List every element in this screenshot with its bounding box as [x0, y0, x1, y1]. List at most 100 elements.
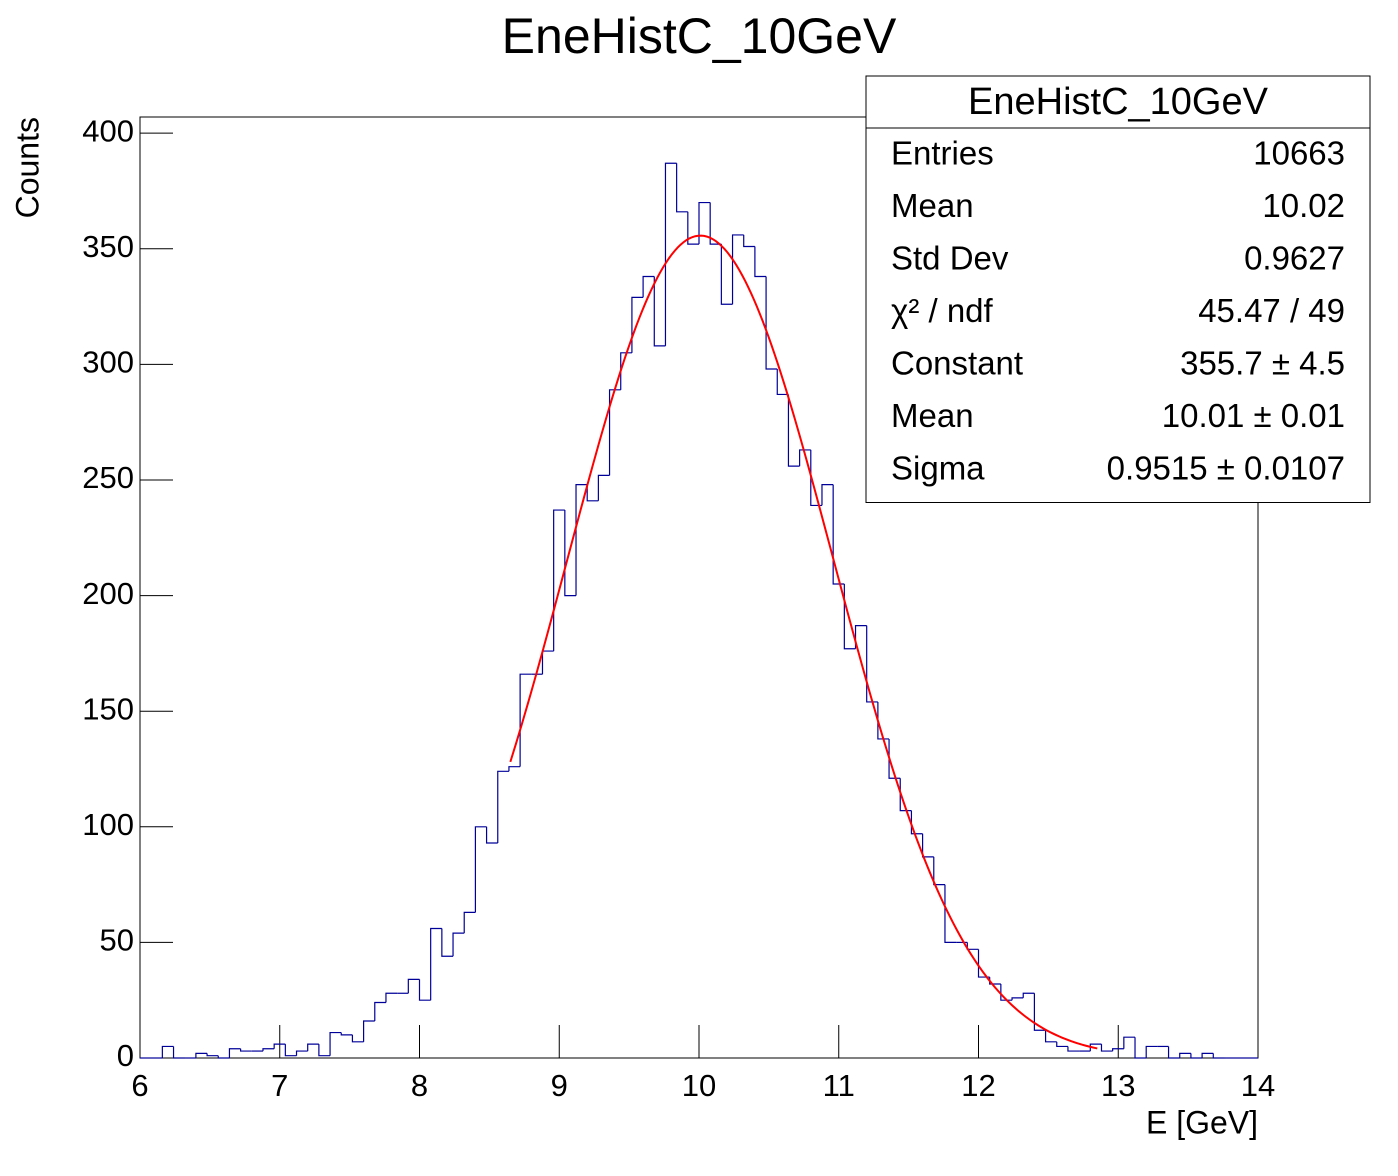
stats-value: 45.47 / 49 — [1198, 292, 1345, 329]
y-tick-label: 150 — [82, 691, 134, 726]
stats-label: Sigma — [891, 450, 985, 487]
chart-title: EneHistC_10GeV — [502, 8, 897, 64]
histogram-bin — [474, 826, 487, 913]
x-axis-label: E [GeV] — [1146, 1104, 1258, 1140]
histogram-bin — [351, 1034, 364, 1043]
histogram-bin — [206, 1053, 219, 1057]
histogram-bin — [676, 163, 688, 213]
histogram-bin — [564, 510, 577, 597]
stats-value: 10663 — [1253, 135, 1345, 172]
histogram-bin — [1123, 1036, 1136, 1049]
histogram-bin — [485, 826, 498, 844]
histogram-bin — [363, 1020, 375, 1042]
histogram-bin — [933, 856, 945, 886]
histogram-bin — [329, 1031, 342, 1056]
histogram-bin — [754, 246, 767, 278]
histogram-bin — [284, 1044, 297, 1057]
histogram-bin — [273, 1043, 286, 1049]
histogram-bin — [418, 979, 431, 1001]
histogram-bin — [553, 509, 565, 652]
histogram-bin — [374, 1001, 386, 1022]
histogram-bin — [340, 1032, 353, 1036]
histogram-bin — [508, 766, 521, 772]
fit-curve — [509, 234, 1098, 1050]
y-tick-label: 350 — [82, 229, 134, 264]
histogram-bin — [866, 625, 878, 703]
stats-label: Mean — [891, 187, 974, 224]
stats-title: EneHistC_10GeV — [968, 81, 1269, 123]
histogram-bin — [843, 584, 856, 650]
histogram-bin — [731, 234, 744, 305]
x-tick-label: 6 — [131, 1068, 148, 1103]
histogram-bin — [307, 1043, 319, 1052]
stats-box — [865, 75, 1371, 503]
y-axis-label: Counts — [9, 117, 45, 218]
histogram-bin — [720, 244, 733, 305]
histogram-bin — [653, 276, 666, 347]
histogram-bin — [877, 701, 890, 740]
stats-label: Mean — [891, 397, 974, 434]
histogram-bin — [262, 1048, 275, 1052]
histogram-bin — [1201, 1052, 1214, 1058]
histogram-bin — [1145, 1045, 1158, 1058]
y-tick-label: 400 — [82, 113, 134, 148]
histogram-bin — [664, 162, 677, 346]
histogram-bin — [1179, 1052, 1191, 1058]
x-tick-label: 12 — [961, 1068, 995, 1103]
histogram-bin — [687, 211, 699, 245]
histogram-bin — [1089, 1043, 1102, 1052]
stats-label: Entries — [891, 135, 994, 172]
histogram-bin — [1022, 992, 1035, 998]
histogram-bin — [195, 1052, 208, 1058]
x-tick-label: 10 — [682, 1068, 716, 1103]
stats-value: 0.9515 ± 0.0107 — [1107, 450, 1345, 487]
histogram-bin — [1000, 984, 1013, 1001]
y-tick-label: 0 — [117, 1038, 134, 1073]
histogram-bin — [385, 992, 398, 1003]
histogram-bin — [620, 352, 632, 390]
histogram-bin — [452, 932, 465, 957]
stats-value: 0.9627 — [1244, 240, 1345, 277]
histogram-bin — [910, 810, 923, 835]
histogram-bin — [765, 276, 778, 370]
histogram-bin — [217, 1055, 230, 1059]
histogram-bin — [631, 296, 644, 353]
histogram-bin — [575, 484, 588, 596]
histogram-bin — [1112, 1048, 1124, 1052]
histogram-bin — [586, 484, 599, 502]
histogram-bin — [497, 770, 509, 843]
histogram-bin — [608, 389, 621, 476]
histogram-bin — [228, 1048, 241, 1058]
histogram-bin — [799, 449, 811, 467]
stats-label: Constant — [891, 345, 1023, 382]
x-tick-label: 11 — [823, 1068, 855, 1103]
x-tick-label: 14 — [1241, 1068, 1275, 1103]
histogram-bin — [1212, 1053, 1225, 1059]
histogram-bin — [944, 884, 957, 943]
histogram-bin — [597, 474, 610, 501]
histogram-bin — [161, 1045, 174, 1058]
x-tick-label: 9 — [551, 1068, 568, 1103]
stats-label: Std Dev — [891, 240, 1009, 277]
x-tick-label: 7 — [271, 1068, 288, 1103]
histogram-bin — [709, 202, 722, 245]
y-tick-label: 100 — [82, 807, 134, 842]
y-tick-label: 50 — [100, 923, 134, 958]
x-tick-label: 8 — [411, 1068, 428, 1103]
stats-value: 10.02 — [1262, 187, 1345, 224]
histogram-bin — [642, 275, 655, 298]
stats-value: 355.7 ± 4.5 — [1180, 345, 1345, 382]
histogram-bin — [172, 1046, 185, 1059]
histogram-bin — [1190, 1053, 1203, 1059]
histogram-bin — [1044, 1030, 1057, 1043]
histogram-bin — [407, 978, 420, 994]
histogram-bin — [743, 234, 755, 248]
histogram-bin — [318, 1044, 331, 1057]
histogram-bin — [1011, 997, 1024, 1001]
histogram-bin — [821, 484, 834, 506]
x-tick-label: 13 — [1101, 1068, 1135, 1103]
histogram-bin — [1056, 1041, 1068, 1048]
histogram-bin — [1100, 1044, 1113, 1052]
